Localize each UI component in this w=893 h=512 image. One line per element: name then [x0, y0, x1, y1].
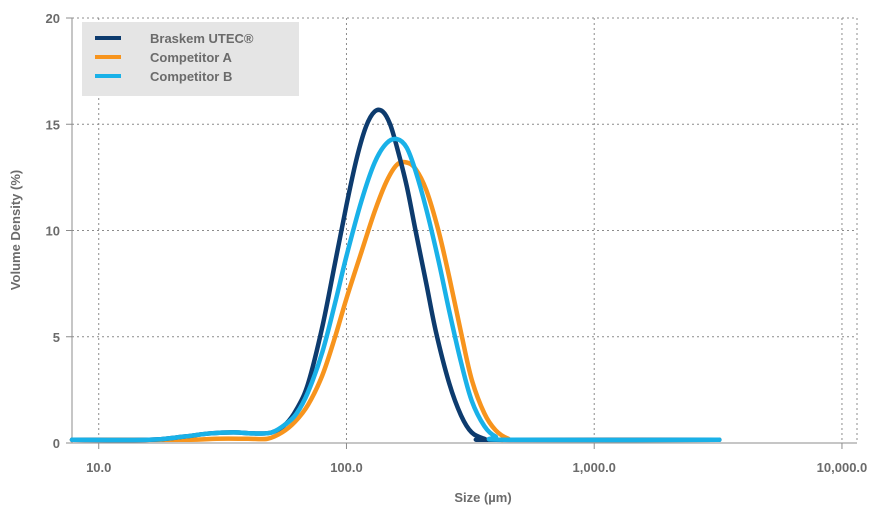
tick-labels: 0 5 10 15 20 10.0 100.0 1,000.0 10,000.0	[46, 11, 868, 475]
series-line-competitor-b	[69, 136, 722, 443]
y-tick-label: 10	[46, 224, 60, 239]
series-lines	[69, 107, 722, 443]
y-tick-label: 5	[53, 330, 60, 345]
axes	[66, 17, 857, 449]
series-line-competitor-a	[69, 159, 722, 443]
legend-label: Competitor B	[150, 69, 232, 84]
series-line-braskem-utec	[69, 107, 722, 443]
x-tick-label: 10,000.0	[817, 460, 868, 475]
legend-label: Braskem UTEC®	[150, 31, 254, 46]
y-tick-label: 15	[46, 117, 60, 132]
y-tick-label: 0	[53, 436, 60, 451]
y-tick-label: 20	[46, 11, 60, 26]
x-tick-label: 10.0	[86, 460, 111, 475]
x-tick-label: 100.0	[330, 460, 363, 475]
legend-label: Competitor A	[150, 50, 232, 65]
legend: Braskem UTEC® Competitor A Competitor B	[82, 22, 299, 96]
x-tick-label: 1,000.0	[573, 460, 616, 475]
y-axis-title: Volume Density (%)	[8, 170, 23, 290]
x-axis-title: Size (µm)	[454, 490, 511, 505]
